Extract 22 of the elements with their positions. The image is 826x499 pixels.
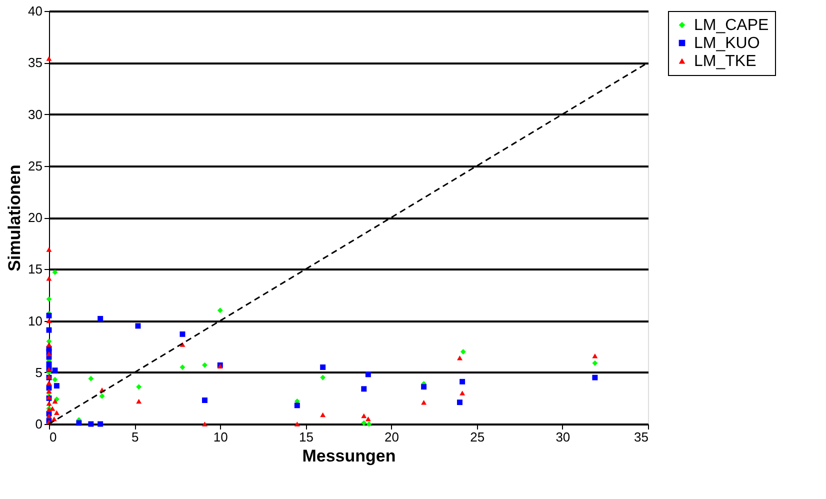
x-tick-label: 10 [213, 430, 228, 444]
x-tick-label: 0 [50, 430, 57, 444]
legend-label: LM_KUO [694, 35, 760, 52]
y-tick-label: 20 [28, 210, 42, 225]
x-tick-label: 30 [556, 430, 570, 444]
x-tick-label: 20 [384, 430, 400, 444]
y-tick-label: 15 [28, 262, 42, 277]
y-tick-label: 30 [28, 106, 42, 122]
y-tick-label: 25 [28, 158, 42, 174]
y-tick-label: 40 [28, 4, 42, 18]
legend-label: LM_TKE [694, 53, 756, 70]
y-tick-label: 5 [35, 364, 42, 380]
x-tick-label: 25 [470, 430, 485, 444]
x-tick-label: 5 [131, 430, 139, 444]
legend-label: LM_CAPE [694, 17, 769, 34]
y-tick-label: 10 [28, 313, 42, 328]
x-axis-title: Messungen [302, 446, 396, 466]
x-tick-label: 15 [298, 430, 314, 444]
y-tick-label: 0 [35, 416, 42, 432]
y-axis-title: Simulationen [5, 164, 24, 272]
y-tick-label: 35 [28, 55, 42, 70]
x-tick-label: 35 [634, 430, 648, 444]
